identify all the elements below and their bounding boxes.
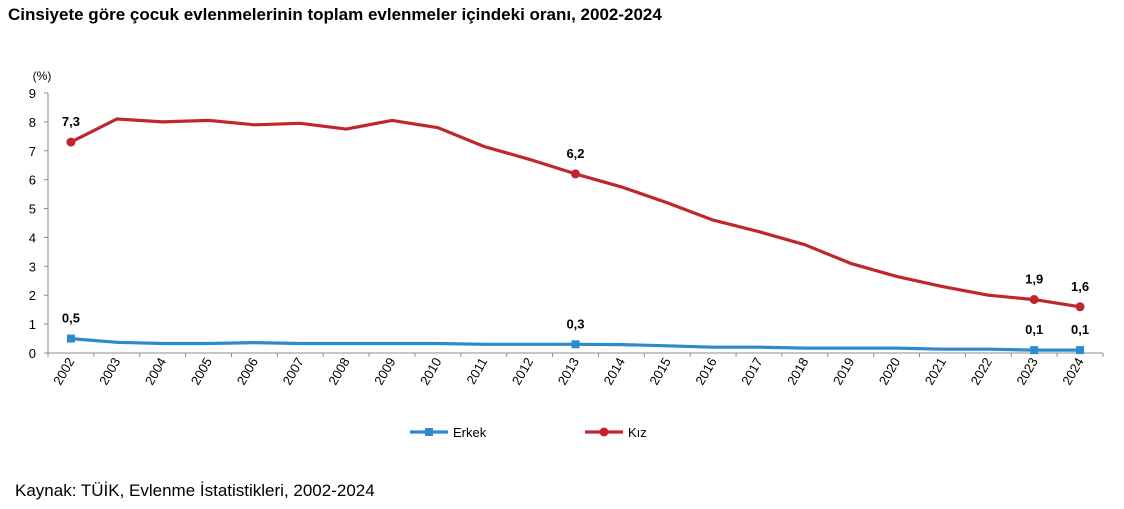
data-point-erkek — [1076, 346, 1085, 355]
y-tick-label: 1 — [29, 317, 36, 332]
data-label-erkek: 0,5 — [62, 311, 80, 326]
y-tick-label: 6 — [29, 173, 36, 188]
x-tick-label: 2007 — [279, 355, 306, 388]
y-tick-label: 9 — [29, 86, 36, 101]
y-tick-label: 7 — [29, 144, 36, 159]
x-tick-label: 2005 — [188, 355, 215, 388]
data-point-erkek — [571, 340, 580, 349]
x-tick-label: 2017 — [738, 355, 765, 388]
y-tick-label: 4 — [29, 230, 36, 245]
x-tick-label: 2022 — [967, 355, 994, 388]
data-label-k-z: 7,3 — [62, 114, 80, 129]
x-tick-label: 2014 — [601, 355, 628, 388]
y-tick-label: 3 — [29, 259, 36, 274]
x-tick-label: 2004 — [142, 355, 169, 388]
data-point-k-z — [66, 137, 76, 147]
data-label-k-z: 1,6 — [1071, 279, 1089, 294]
legend-label-erkek: Erkek — [453, 425, 487, 440]
x-tick-label: 2011 — [463, 355, 490, 387]
data-point-k-z — [1075, 302, 1085, 312]
x-tick-label: 2013 — [555, 355, 582, 388]
data-point-k-z — [571, 169, 580, 179]
x-tick-label: 2021 — [922, 355, 949, 388]
x-tick-label: 2023 — [1013, 355, 1040, 388]
data-point-k-z — [1029, 295, 1039, 305]
data-label-erkek: 0,3 — [566, 316, 584, 331]
x-tick-label: 2012 — [509, 355, 536, 388]
line-chart: (%) 0 1 2 3 4 5 6 7 8 9 2002 2003 2004 2005 2006 2007 200… — [29, 69, 1104, 440]
x-tick-label: 2006 — [234, 355, 261, 388]
legend-label-k-z: Kız — [628, 425, 647, 440]
x-tick-label: 2008 — [325, 355, 352, 388]
x-tick-label: 2003 — [96, 355, 123, 388]
x-tick-label: 2016 — [692, 355, 719, 388]
legend-marker-k-z — [599, 427, 609, 437]
x-tick-label: 2020 — [876, 355, 903, 388]
data-label-k-z: 1,9 — [1025, 272, 1043, 287]
x-tick-label: 2015 — [646, 355, 673, 388]
y-tick-label: 0 — [29, 346, 36, 361]
data-label-erkek: 0,1 — [1071, 322, 1089, 337]
y-tick-label: 2 — [29, 288, 36, 303]
data-point-erkek — [1030, 346, 1039, 355]
data-point-erkek — [66, 334, 75, 343]
chart-title: Cinsiyete göre çocuk evlenmelerinin topl… — [8, 5, 662, 24]
y-axis-unit-label: (%) — [33, 69, 52, 83]
data-label-erkek: 0,1 — [1025, 322, 1043, 337]
y-tick-label: 5 — [29, 202, 36, 217]
x-tick-label: 2018 — [784, 355, 811, 388]
x-tick-label: 2024 — [1059, 355, 1086, 388]
data-label-k-z: 6,2 — [566, 146, 584, 161]
x-tick-label: 2019 — [830, 355, 857, 388]
legend-marker-erkek — [425, 428, 433, 436]
y-tick-label: 8 — [29, 115, 36, 130]
x-tick-label: 2009 — [371, 355, 398, 388]
x-tick-label: 2002 — [50, 355, 77, 388]
x-tick-label: 2010 — [417, 355, 444, 388]
source-note: Kaynak: TÜİK, Evlenme İstatistikleri, 20… — [15, 481, 375, 500]
